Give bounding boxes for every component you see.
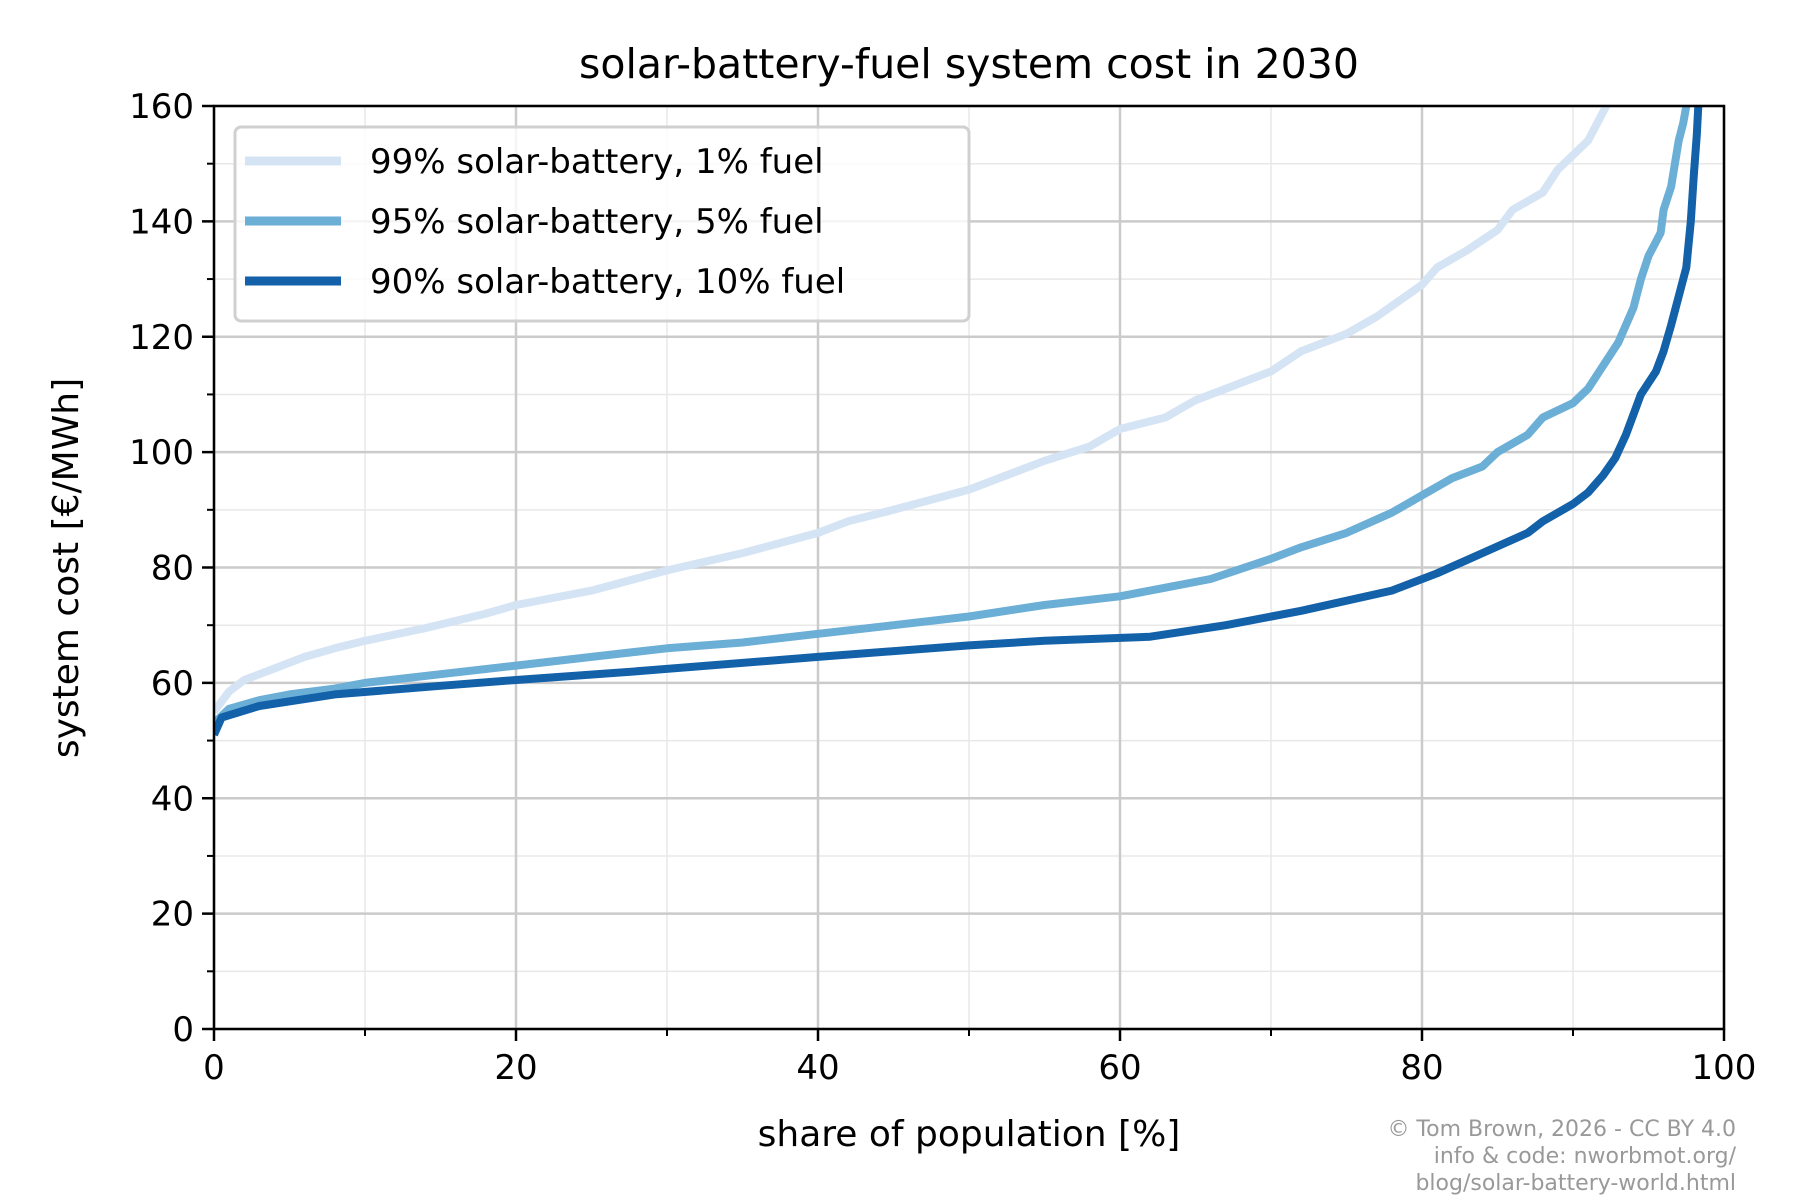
x-axis-label: share of population [%]	[758, 1114, 1181, 1155]
y-tick-label: 20	[151, 895, 194, 935]
credit: © Tom Brown, 2026 - CC BY 4.0 info & cod…	[1387, 1117, 1736, 1196]
x-tick-label: 80	[1400, 1048, 1443, 1088]
series-lines	[214, 106, 1703, 737]
x-tick-label: 40	[796, 1048, 839, 1088]
legend-label-3: 90% solar-battery, 10% fuel	[370, 262, 845, 302]
series-line-1	[214, 106, 1610, 715]
x-tick-label: 100	[1692, 1048, 1757, 1088]
y-tick-label: 100	[129, 433, 194, 473]
legend-box	[233, 125, 971, 323]
legend: 99% solar-battery, 1% fuel 95% solar-batt…	[233, 125, 971, 323]
y-tick-label: 140	[129, 202, 194, 242]
legend-label-2: 95% solar-battery, 5% fuel	[370, 202, 824, 242]
series-line-3	[214, 106, 1703, 737]
credit-line-3: blog/solar-battery-world.html	[1415, 1171, 1736, 1196]
x-tick-label: 0	[203, 1048, 225, 1088]
series-line-2	[214, 106, 1691, 727]
y-tick-label: 40	[151, 779, 194, 819]
credit-line-1: © Tom Brown, 2026 - CC BY 4.0	[1387, 1117, 1736, 1142]
y-tick-label: 60	[151, 664, 194, 704]
x-tick-label: 20	[494, 1048, 537, 1088]
axis-ticks: 0 20 40 60 80 100 0 20 40 60 80 100 120 140 160	[129, 87, 1756, 1088]
chart-title: solar-battery-fuel system cost in 2030	[579, 40, 1359, 88]
y-axis-label: system cost [€/MWh]	[46, 378, 87, 758]
y-tick-label: 160	[129, 87, 194, 127]
credit-line-2: info & code: nworbmot.org/	[1434, 1144, 1737, 1169]
y-tick-label: 80	[151, 549, 194, 589]
y-tick-label: 120	[129, 318, 194, 358]
y-tick-label: 0	[172, 1010, 194, 1050]
x-tick-label: 60	[1098, 1048, 1141, 1088]
legend-label-1: 99% solar-battery, 1% fuel	[370, 142, 824, 182]
